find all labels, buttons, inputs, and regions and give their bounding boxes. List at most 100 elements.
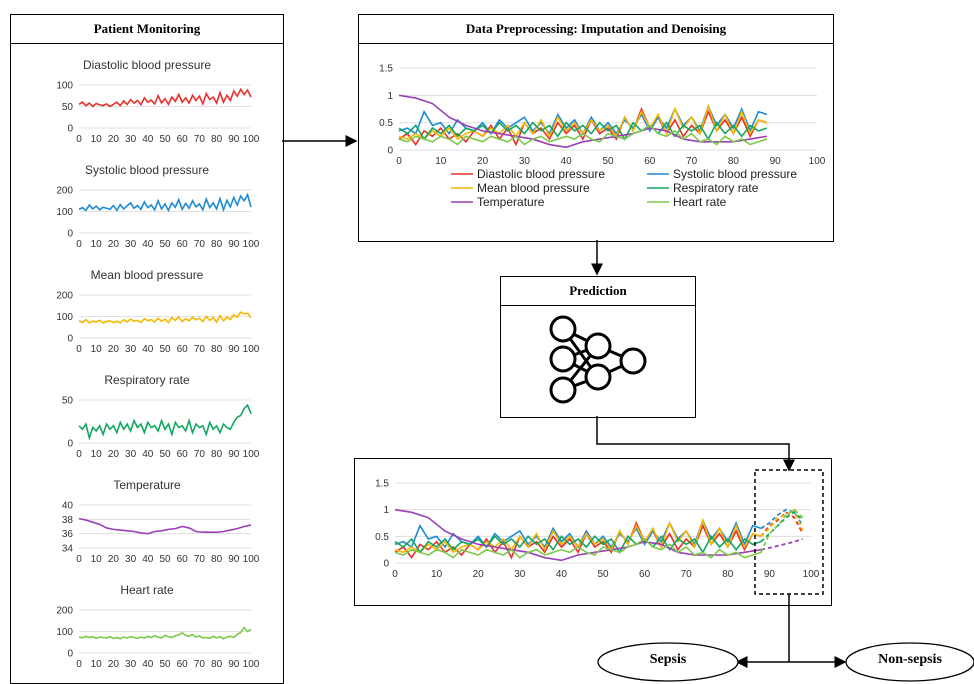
mean-x-tick-label: 90 [228, 344, 240, 355]
legend-label-heart: Heart rate [673, 195, 727, 209]
prediction-title-divider [501, 305, 695, 306]
systolic-series-systolic [78, 192, 252, 213]
preprocessed-chart: 0 0.5 1 1.5 0 10 20 30 40 50 60 70 80 90 100 Diastolic … [379, 64, 826, 210]
temperature-x-tick-label: 90 [228, 554, 240, 565]
systolic-x-tick-label: 10 [91, 239, 103, 250]
heart-x-tick-label: 20 [108, 659, 120, 670]
temperature-chart-group: 34 36 38 40 0 10 20 30 40 50 60 70 80 90 100 [62, 501, 260, 566]
respiratory-x-tick-label: 90 [228, 449, 240, 460]
respiratory-x-tick-label: 40 [142, 449, 154, 460]
legend-label-systolic: Systolic blood pressure [673, 167, 797, 181]
systolic-x-tick-label: 100 [243, 239, 260, 250]
preprocessed-x-tick-label: 30 [519, 156, 531, 167]
heart-x-tick-label: 100 [243, 659, 260, 670]
preprocessing-title: Data Preprocessing: Imputation and Denoi… [465, 21, 727, 36]
forecast-x-tick-label: 0 [392, 569, 398, 580]
temperature-x-tick-label: 10 [91, 554, 103, 565]
temperature-x-tick-label: 70 [194, 554, 206, 565]
preprocessing-title-divider [359, 43, 833, 44]
neural-network-icon [549, 315, 647, 404]
sepsis-label: Sepsis [649, 652, 687, 667]
temperature-y-tick-label: 40 [62, 501, 74, 512]
forecast-y-tick-label: 0 [383, 559, 389, 570]
temperature-x-tick-label: 20 [108, 554, 120, 565]
preprocessed-series-temperature [398, 94, 767, 149]
heart-x-tick-label: 60 [177, 659, 189, 670]
mean-x-tick-label: 40 [142, 344, 154, 355]
mean-y-tick-label: 200 [56, 291, 73, 302]
diastolic-y-tick-label: 0 [67, 124, 73, 135]
respiratory-x-tick-label: 70 [194, 449, 206, 460]
forecast-x-tick-label: 60 [639, 569, 651, 580]
respiratory-series-respiratory [78, 403, 252, 441]
temperature-y-tick-label: 38 [62, 515, 74, 526]
respiratory-x-tick-label: 10 [91, 449, 103, 460]
preprocessed-x-tick-label: 0 [396, 156, 402, 167]
diastolic-x-tick-label: 50 [159, 134, 171, 145]
systolic-chart-title: Systolic blood pressure [85, 163, 209, 177]
respiratory-x-tick-label: 20 [108, 449, 120, 460]
forecast-x-tick-label: 50 [597, 569, 609, 580]
respiratory-x-tick-label: 0 [76, 449, 82, 460]
mean-x-tick-label: 80 [211, 344, 223, 355]
forecast-series-respiratory [394, 534, 762, 554]
diastolic-x-tick-label: 10 [91, 134, 103, 145]
mean-x-tick-label: 60 [177, 344, 189, 355]
mean-series-mean [78, 311, 252, 324]
preprocessing-panel: Data Preprocessing: Imputation and Denoi… [358, 14, 834, 242]
preprocessed-y-tick-label: 1 [387, 91, 393, 102]
preprocessed-x-tick-label: 50 [602, 156, 614, 167]
preprocessed-x-tick-label: 40 [561, 156, 573, 167]
preprocessed-x-tick-label: 60 [644, 156, 656, 167]
mean-x-tick-label: 20 [108, 344, 120, 355]
systolic-x-tick-label: 0 [76, 239, 82, 250]
preprocessed-legend: Diastolic blood pressure Systolic blood p… [451, 167, 797, 209]
mean-chart-title: Mean blood pressure [91, 268, 204, 282]
forecast-series-temperature [394, 508, 762, 562]
temperature-x-tick-label: 40 [142, 554, 154, 565]
preprocessed-x-tick-label: 20 [477, 156, 489, 167]
mean-x-tick-label: 0 [76, 344, 82, 355]
forecast-x-tick-label: 20 [473, 569, 485, 580]
mean-y-tick-label: 100 [56, 312, 73, 323]
heart-x-tick-label: 70 [194, 659, 206, 670]
heart-series-heart [78, 626, 252, 640]
systolic-y-tick-label: 200 [56, 186, 73, 197]
legend-label-respiratory: Respiratory rate [673, 181, 759, 195]
diastolic-series-diastolic [78, 87, 252, 108]
systolic-x-tick-label: 80 [211, 239, 223, 250]
temperature-y-tick-label: 36 [62, 529, 74, 540]
diastolic-x-tick-label: 0 [76, 134, 82, 145]
respiratory-x-tick-label: 30 [125, 449, 137, 460]
patient-monitoring-panel: Patient Monitoring Diastolic blood press… [10, 14, 284, 684]
systolic-x-tick-label: 60 [177, 239, 189, 250]
heart-x-tick-label: 50 [159, 659, 171, 670]
mean-x-tick-label: 100 [243, 344, 260, 355]
diastolic-chart-title: Diastolic blood pressure [83, 58, 211, 72]
diastolic-y-tick-label: 100 [56, 81, 73, 92]
legend-label-mean: Mean blood pressure [477, 181, 590, 195]
forecast-series-heart [394, 537, 762, 559]
forecast-y-tick-label: 1.5 [375, 479, 389, 490]
diastolic-x-tick-label: 60 [177, 134, 189, 145]
systolic-x-tick-label: 20 [108, 239, 120, 250]
mean-x-tick-label: 30 [125, 344, 137, 355]
temperature-x-tick-label: 50 [159, 554, 171, 565]
forecast-x-tick-label: 40 [556, 569, 568, 580]
respiratory-chart-title: Respiratory rate [104, 373, 190, 387]
forecast-y-tick-label: 0.5 [375, 532, 389, 543]
heart-y-tick-label: 200 [56, 606, 73, 617]
preprocessed-x-tick-label: 10 [435, 156, 447, 167]
respiratory-x-tick-label: 50 [159, 449, 171, 460]
forecast-x-tick-label: 100 [803, 569, 820, 580]
forecast-y-tick-label: 1 [383, 505, 389, 516]
temperature-series-temperature [78, 517, 252, 535]
temperature-x-tick-label: 60 [177, 554, 189, 565]
respiratory-chart-group: 0 50 0 10 20 30 40 50 60 70 80 90 100 [62, 396, 260, 461]
respiratory-x-tick-label: 80 [211, 449, 223, 460]
preprocessed-series-heart [398, 124, 768, 146]
preprocessed-chart-group: 0 0.5 1 1.5 0 10 20 30 40 50 60 70 80 90 100 [379, 64, 826, 168]
temperature-x-tick-label: 80 [211, 554, 223, 565]
